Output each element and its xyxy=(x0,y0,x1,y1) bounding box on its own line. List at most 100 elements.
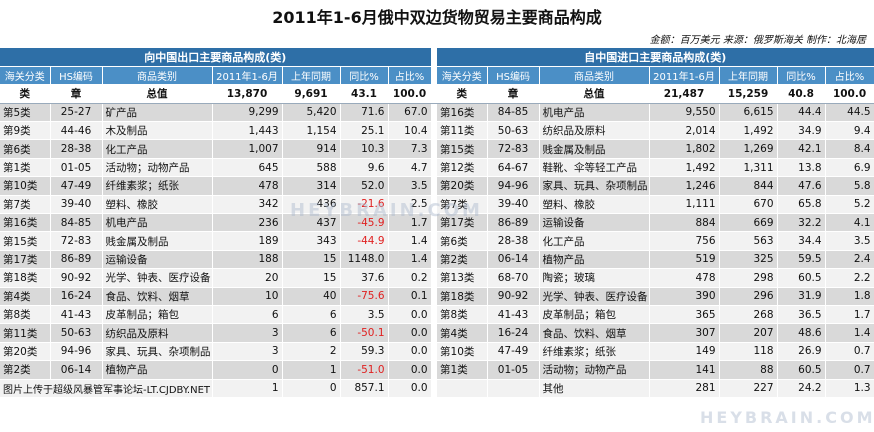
import-cell: 60.5 xyxy=(777,360,826,380)
export-cell: 59.3 xyxy=(340,342,389,362)
import-col-header: 2011年1-6月 xyxy=(649,66,720,86)
export-cell: 0.0 xyxy=(388,379,432,398)
import-cell: 50-63 xyxy=(487,121,540,141)
export-col-header: 上年同期 xyxy=(282,66,341,86)
gap-cell xyxy=(431,48,438,67)
export-cell: 645 xyxy=(212,158,283,178)
import-total-cell: 21,487 xyxy=(649,84,720,104)
import-cell: 519 xyxy=(649,250,720,270)
table-row: 图片上传于超级风暴管军事论坛-LT.CJDBY.NET 1 0 857.1 0.0 其他 2… xyxy=(0,379,874,398)
export-cell: 1 xyxy=(282,360,341,380)
import-cell: 机电产品 xyxy=(539,103,650,123)
import-cell: 1.3 xyxy=(825,379,874,398)
export-cell: 6 xyxy=(282,305,341,325)
import-cell: 47-49 xyxy=(487,342,540,362)
export-cell: 第8类 xyxy=(0,305,51,325)
export-cell: 1.4 xyxy=(388,231,432,251)
export-cell: 矿产品 xyxy=(102,103,213,123)
export-cell: 44-46 xyxy=(50,121,103,141)
export-cell: 0.2 xyxy=(388,268,432,288)
export-cell: 67.0 xyxy=(388,103,432,123)
export-cell: 皮革制品；箱包 xyxy=(102,305,213,325)
trade-table-container: 向中国出口主要商品构成(类) 自中国进口主要商品构成(类) 海关分类 HS编码 … xyxy=(0,48,874,398)
import-cell: 48.6 xyxy=(777,323,826,343)
export-cell: 塑料、橡胶 xyxy=(102,195,213,215)
export-cell: 28-38 xyxy=(50,139,103,159)
export-cell: 01-05 xyxy=(50,158,103,178)
export-cell: 0 xyxy=(282,379,341,398)
import-cell: 运输设备 xyxy=(539,213,650,233)
import-cell: 第18类 xyxy=(437,287,488,306)
import-cell: 227 xyxy=(719,379,778,398)
import-col-header: 同比% xyxy=(777,66,826,86)
import-cell: 65.8 xyxy=(777,195,826,215)
table-row: 第10类 47-49 纤维素浆；纸张 478 314 52.0 3.5 第20类 94-96 家具… xyxy=(0,176,874,196)
import-cell: 活动物；动物产品 xyxy=(539,360,650,380)
import-cell: 669 xyxy=(719,213,778,233)
import-cell: 149 xyxy=(649,342,720,362)
export-cell: 436 xyxy=(282,195,341,215)
export-cell: 4.7 xyxy=(388,158,432,178)
export-cell: 0 xyxy=(212,360,283,380)
import-cell: 第16类 xyxy=(437,103,488,123)
export-cell: 1,007 xyxy=(212,139,283,159)
export-cell: 50-63 xyxy=(50,323,103,343)
gap-cell xyxy=(431,66,438,85)
import-total-cell: 40.8 xyxy=(777,84,826,104)
import-col-header: 海关分类 xyxy=(437,66,488,86)
import-cell: 第8类 xyxy=(437,305,488,325)
export-cell: 857.1 xyxy=(340,379,389,398)
import-cell: 64-67 xyxy=(487,158,540,178)
export-note-cell: 图片上传于超级风暴管军事论坛-LT.CJDBY.NET xyxy=(0,379,213,398)
gap-cell xyxy=(431,103,438,122)
export-col-header: 同比% xyxy=(340,66,389,86)
import-cell: 60.5 xyxy=(777,268,826,288)
page-title: 2011年1-6月俄中双边货物贸易主要商品构成 xyxy=(272,8,602,27)
export-cell: 5,420 xyxy=(282,103,341,123)
export-cell: 光学、钟表、医疗设备 xyxy=(102,268,213,288)
export-cell: 15 xyxy=(282,268,341,288)
import-cell: 32.2 xyxy=(777,213,826,233)
export-cell: 第18类 xyxy=(0,268,51,288)
export-cell: 第9类 xyxy=(0,121,51,141)
export-cell: 1.7 xyxy=(388,213,432,233)
export-total-cell: 章 xyxy=(50,84,103,104)
table-row: 第9类 44-46 木及制品 1,443 1,154 25.1 10.4 第11类 50-63 纺… xyxy=(0,121,874,141)
export-cell: 第1类 xyxy=(0,158,51,178)
export-cell: 0.0 xyxy=(388,360,432,380)
export-cell: 15 xyxy=(282,250,341,270)
import-cell: 28-38 xyxy=(487,231,540,251)
export-cell: 3.5 xyxy=(388,176,432,196)
gap-cell xyxy=(431,176,438,196)
import-cell: 1,492 xyxy=(719,121,778,141)
export-total-cell: 13,870 xyxy=(212,84,283,104)
export-cell: 84-85 xyxy=(50,213,103,233)
import-cell: 9.4 xyxy=(825,121,874,141)
export-col-header: 商品类别 xyxy=(102,66,213,86)
export-cell: 314 xyxy=(282,176,341,196)
import-cell: 第2类 xyxy=(437,250,488,270)
gap-cell xyxy=(431,268,438,288)
import-cell: 1.8 xyxy=(825,287,874,306)
import-cell: 298 xyxy=(719,268,778,288)
export-cell: 2.5 xyxy=(388,195,432,215)
import-cell: 307 xyxy=(649,323,720,343)
export-cell: 3.5 xyxy=(340,305,389,325)
gap-cell xyxy=(431,195,438,214)
gap-cell xyxy=(431,287,438,306)
export-cell: 86-89 xyxy=(50,250,103,270)
import-cell: 26.9 xyxy=(777,342,826,362)
export-cell: 914 xyxy=(282,139,341,159)
table-row: 第2类 06-14 植物产品 0 1 -51.0 0.0 第1类 01-05 活动物；动物产品 14… xyxy=(0,360,874,380)
import-cell: 第4类 xyxy=(437,323,488,343)
import-cell: 88 xyxy=(719,360,778,380)
export-total-cell: 100.0 xyxy=(388,84,432,104)
gap-cell xyxy=(431,360,438,380)
export-cell: 437 xyxy=(282,213,341,233)
import-cell: 41-43 xyxy=(487,305,540,325)
export-cell: 化工产品 xyxy=(102,139,213,159)
table-row: 第7类 39-40 塑料、橡胶 342 436 -21.6 2.5 第7类 39-40 塑料、橡胶… xyxy=(0,195,874,215)
gap-cell xyxy=(431,323,438,343)
import-cell: 141 xyxy=(649,360,720,380)
gap-cell xyxy=(431,231,438,251)
